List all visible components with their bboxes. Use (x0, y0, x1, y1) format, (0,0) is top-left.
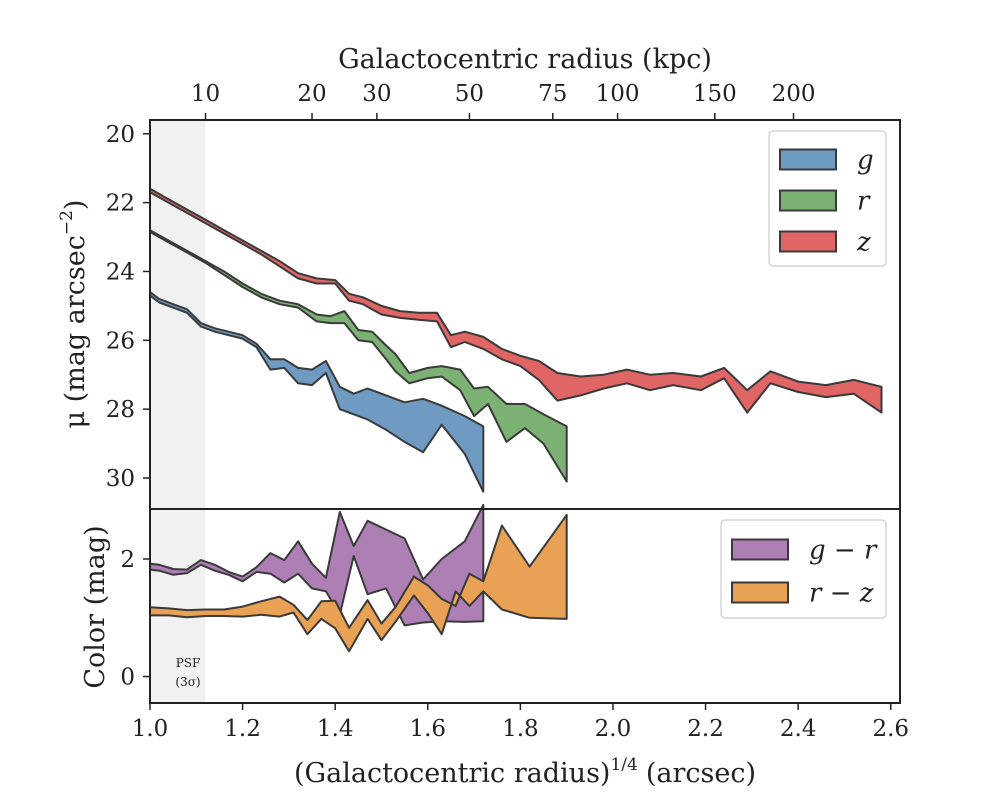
color-series (149, 503, 568, 653)
series-band-g (149, 291, 485, 493)
x-tick-label: 2.2 (687, 716, 724, 742)
top-y-tick-label: 28 (106, 397, 135, 423)
legend-label-g: g (857, 146, 874, 176)
x-tick-label: 2.4 (780, 716, 817, 742)
top-x-tick-label: 75 (538, 81, 567, 107)
top-y-tick-label: 26 (106, 328, 135, 354)
x-tick-label: 2.6 (872, 716, 909, 742)
x-tick-label: 1.0 (132, 716, 169, 742)
x-tick-label: 1.6 (409, 716, 446, 742)
top-y-tick-label: 22 (106, 191, 135, 217)
legend-swatch-g-r (731, 538, 789, 561)
psf-label-line1: PSF (176, 656, 201, 670)
legend-label-r-z: r − z (809, 579, 874, 609)
top-x-tick-label: 200 (772, 81, 816, 107)
bottom-axes-frame (149, 508, 901, 704)
x-axis-label: (Galactocentric radius)1/4 (arcsec) (294, 755, 756, 789)
x-tick-label: 1.4 (317, 716, 354, 742)
series-band-r (149, 229, 568, 483)
top-y-tick-label: 30 (106, 466, 135, 492)
bottom-y-tick-label: 0 (120, 665, 135, 691)
top-x-axis-label: Galactocentric radius (kpc) (338, 44, 712, 75)
top-y-tick-label: 20 (106, 122, 135, 148)
x-tick-label: 2.0 (595, 716, 632, 742)
x-tick-label: 1.2 (224, 716, 261, 742)
psf-region-bottom (150, 509, 206, 703)
bottom-y-axis-label: Color (mag) (80, 525, 111, 688)
surface-brightness-series (149, 187, 883, 493)
legend-top: grz (768, 130, 887, 267)
legend-label-z: z (856, 228, 871, 258)
legend-label-r: r (857, 187, 871, 217)
bottom-y-tick-label: 2 (120, 547, 135, 573)
top-x-tick-label: 10 (191, 81, 220, 107)
series-band-r-z (149, 513, 568, 653)
top-y-axis-label: μ (mag arcsec−2) (57, 200, 91, 429)
legend-label-g-r: g − r (809, 536, 878, 566)
top-x-tick-label: 50 (455, 81, 484, 107)
legend-swatch-g (779, 148, 837, 171)
axis-ticks: 1.0 1.2 1.4 1.6 1.8 2.0 2.2 2.4 2.610 20 30 50 75 100… (106, 81, 909, 742)
series-band-g-r (149, 503, 485, 627)
legend-swatch-r (779, 189, 837, 212)
legend-bottom: g − r r − z (720, 519, 887, 619)
top-x-tick-label: 20 (297, 81, 326, 107)
series-band-z (149, 187, 883, 414)
legend-swatch-z (779, 230, 837, 253)
top-x-tick-label: 100 (596, 81, 640, 107)
top-y-tick-label: 24 (106, 259, 135, 285)
top-x-tick-label: 30 (362, 81, 391, 107)
psf-region-top (150, 120, 206, 509)
top-x-tick-label: 150 (693, 81, 737, 107)
legend-swatch-r-z (731, 581, 789, 604)
x-tick-label: 1.8 (502, 716, 539, 742)
psf-label-line2: (3σ) (175, 675, 200, 689)
